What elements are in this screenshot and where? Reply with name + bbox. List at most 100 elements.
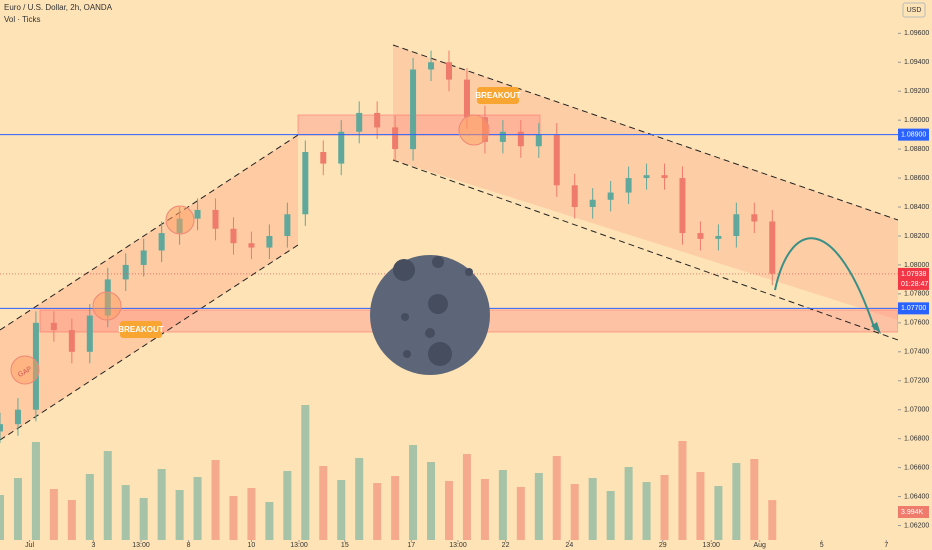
volume-bar: [301, 405, 310, 540]
volume-bar: [427, 462, 436, 540]
candle-body: [194, 209, 201, 219]
volume-bar: [373, 483, 382, 540]
volume-bar: [85, 474, 94, 540]
y-tick-label: 1.07600: [904, 320, 929, 327]
volume-bar: [732, 463, 741, 540]
candle-body: [661, 175, 668, 179]
volume-bar: [534, 473, 543, 540]
y-tick-label: 1.09400: [904, 59, 929, 66]
volume-bar: [391, 476, 400, 540]
ascending-channel: [0, 135, 298, 440]
highlight-circle: [165, 205, 195, 235]
volume-bar: [121, 485, 130, 540]
volume-bar: [445, 481, 453, 540]
chart-title: Euro / U.S. Dollar, 2h, OANDA: [4, 3, 113, 12]
candle-body: [446, 62, 452, 80]
y-tick-label: 1.06200: [904, 522, 929, 529]
y-tick-label: 1.09000: [904, 117, 929, 124]
volume-bar: [319, 466, 328, 540]
candle-body: [571, 185, 578, 208]
candle-body: [499, 131, 506, 142]
highlight-circle: [10, 355, 40, 385]
volume-label-box: [898, 506, 929, 518]
trend-line: [392, 44, 899, 221]
volume-bar: [570, 484, 579, 540]
annotation: BREAKOUT: [475, 91, 520, 100]
x-tick-label: Aug: [753, 542, 766, 549]
annotation: BREAKOUT: [118, 325, 163, 334]
volume-bar: [229, 496, 238, 540]
volume-bar: [157, 469, 166, 540]
volume-bar: [0, 495, 4, 540]
volume-label: 3.994K: [901, 509, 924, 516]
candle-body: [715, 235, 722, 239]
x-tick-label: 3: [91, 542, 95, 549]
x-tick-label: 13:00: [449, 542, 467, 549]
x-tick-label: 8: [187, 542, 191, 549]
candle-body: [266, 235, 273, 248]
volume-bar: [337, 480, 346, 540]
x-tick-label: 13:00: [290, 542, 308, 549]
y-tick-label: 1.07200: [904, 378, 929, 385]
x-tick-label: 24: [565, 542, 573, 549]
arrow-head: [871, 322, 881, 334]
y-tick-label: 1.08400: [904, 204, 929, 211]
level-label-box: [898, 128, 929, 141]
chart-subtitle: Vol · Ticks: [4, 15, 40, 24]
countdown-label: 01:28:47: [901, 281, 928, 288]
time-axis: [0, 540, 898, 550]
candle-body: [463, 79, 470, 118]
y-tick-label: 1.06600: [904, 464, 929, 471]
volume-bar: [642, 482, 651, 540]
candle-body: [535, 134, 542, 147]
candle-body: [607, 192, 614, 200]
x-tick-label: 29: [659, 542, 667, 549]
volume-bar: [714, 486, 723, 540]
volume-bar: [750, 459, 759, 540]
volume-bar: [696, 472, 705, 540]
y-tick-label: 1.09600: [904, 30, 929, 37]
level-label: 1.08900: [901, 131, 926, 138]
candle-body: [320, 152, 327, 164]
volume-bar: [498, 470, 507, 540]
candle-body: [697, 233, 704, 239]
y-tick-label: 1.08600: [904, 175, 929, 182]
x-tick-label: 22: [502, 542, 510, 549]
volume-bar: [480, 479, 489, 540]
candle-body: [625, 178, 632, 193]
candle-body: [50, 322, 57, 331]
highlight-circle: [458, 114, 490, 146]
currency: USD: [907, 7, 922, 14]
candle-body: [122, 264, 129, 280]
volume-bar: [660, 475, 669, 540]
highlight-circle: [92, 291, 122, 321]
y-tick-label: 1.07000: [904, 407, 929, 414]
volume-bar: [247, 488, 256, 540]
volume-bar: [103, 451, 112, 540]
volume-bar: [31, 442, 40, 540]
candle-body: [158, 233, 165, 251]
candle-body: [679, 178, 686, 234]
candle-body: [14, 409, 21, 425]
candle-body: [338, 131, 345, 164]
volume-bar: [768, 500, 777, 540]
candle-body: [0, 424, 3, 432]
annotation-box: [477, 87, 519, 104]
candle-body: [68, 330, 75, 352]
x-tick-label: 15: [341, 542, 349, 549]
candle-body: [769, 221, 776, 274]
current-price-box: [898, 267, 929, 290]
candle-body: [230, 228, 237, 244]
axis: 1.09600 1.09400 1.09200 1.09000 1.08800 1.086…: [25, 30, 929, 549]
moon: [370, 255, 490, 375]
volume-bar: [49, 489, 58, 540]
volume-bar: [678, 441, 687, 540]
candle-body: [86, 315, 93, 352]
x-tick-label: 10: [248, 542, 256, 549]
y-tick-label: 1.08800: [904, 146, 929, 153]
level-label-box: [898, 302, 929, 315]
candle-body: [517, 131, 524, 147]
candle-body: [553, 134, 560, 186]
